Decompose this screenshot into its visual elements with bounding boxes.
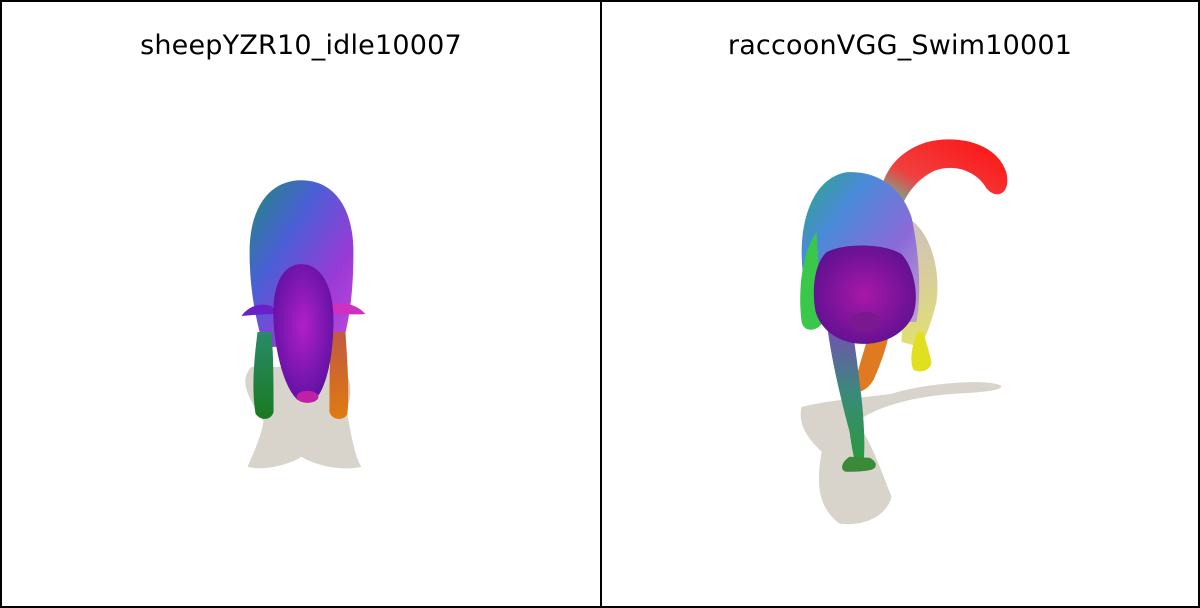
right-viewport-panel[interactable]: raccoonVGG_Swim10001	[602, 2, 1198, 606]
raccoon-snout	[849, 311, 882, 332]
left-panel-title: sheepYZR10_idle10007	[140, 30, 462, 61]
raccoon-front-left-leg	[826, 321, 865, 464]
sheep-left-ear	[241, 304, 278, 316]
sheep-mesh-render	[241, 180, 366, 469]
raccoon-back-right-paw	[911, 331, 932, 372]
raccoon-front-left-paw	[842, 456, 876, 472]
sheep-front-right-leg	[329, 331, 349, 419]
left-viewport-panel[interactable]: sheepYZR10_idle10007	[2, 2, 602, 606]
right-panel-title: raccoonVGG_Swim10001	[727, 30, 1073, 61]
sheep-nose	[296, 390, 319, 403]
sheep-head	[273, 264, 334, 402]
raccoon-head	[813, 245, 916, 344]
sheep-front-left-leg	[253, 331, 274, 419]
raccoon-mesh-render	[800, 139, 1008, 525]
sheep-right-ear	[325, 303, 366, 315]
raccoon-tail	[881, 139, 1008, 208]
raccoon-front-right-leg	[853, 331, 890, 392]
raccoon-shadow	[800, 382, 1002, 525]
